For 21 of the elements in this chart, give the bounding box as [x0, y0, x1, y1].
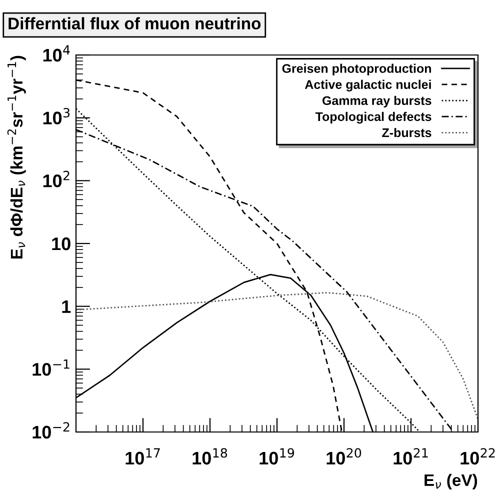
- y-tick-label: 10$^{−1}$: [32, 359, 70, 376]
- chart-title: Differntial flux of muon neutrino: [8, 17, 261, 30]
- y-tick-label: 1: [62, 300, 71, 313]
- x-axis-title: E$_{ν}$ (eV): [424, 474, 478, 490]
- x-tick-label: 10$^{17}$: [126, 448, 160, 465]
- legend-label: Active galactic nuclei: [304, 80, 431, 92]
- y-tick-label: 10$^{4}$: [43, 45, 70, 62]
- legend-label: Topological defects: [315, 112, 432, 124]
- x-tick-label: 10$^{20}$: [326, 448, 362, 465]
- x-tick-label: 10$^{21}$: [394, 448, 428, 465]
- legend-label: Gamma ray bursts: [322, 96, 432, 108]
- text: E$_{ν}$ dΦ/dE$_{ν}$ (km$^{−2}$sr$^{−1}$yr$^{−1}$): [7, 56, 26, 259]
- x-tick-label: 10$^{19}$: [260, 448, 294, 465]
- legend-label: Greisen photoproduction: [282, 64, 431, 76]
- x-tick-label: 10$^{22}$: [460, 448, 495, 465]
- y-tick-label: 10$^{2}$: [43, 170, 70, 188]
- y-tick-label: 10: [52, 237, 70, 250]
- y-tick-label: 10$^{−2}$: [32, 422, 70, 439]
- x-tick-label: 10$^{18}$: [192, 448, 228, 465]
- y-tick-label: 10$^{3}$: [43, 108, 70, 124]
- legend-label: Z-bursts: [382, 128, 432, 138]
